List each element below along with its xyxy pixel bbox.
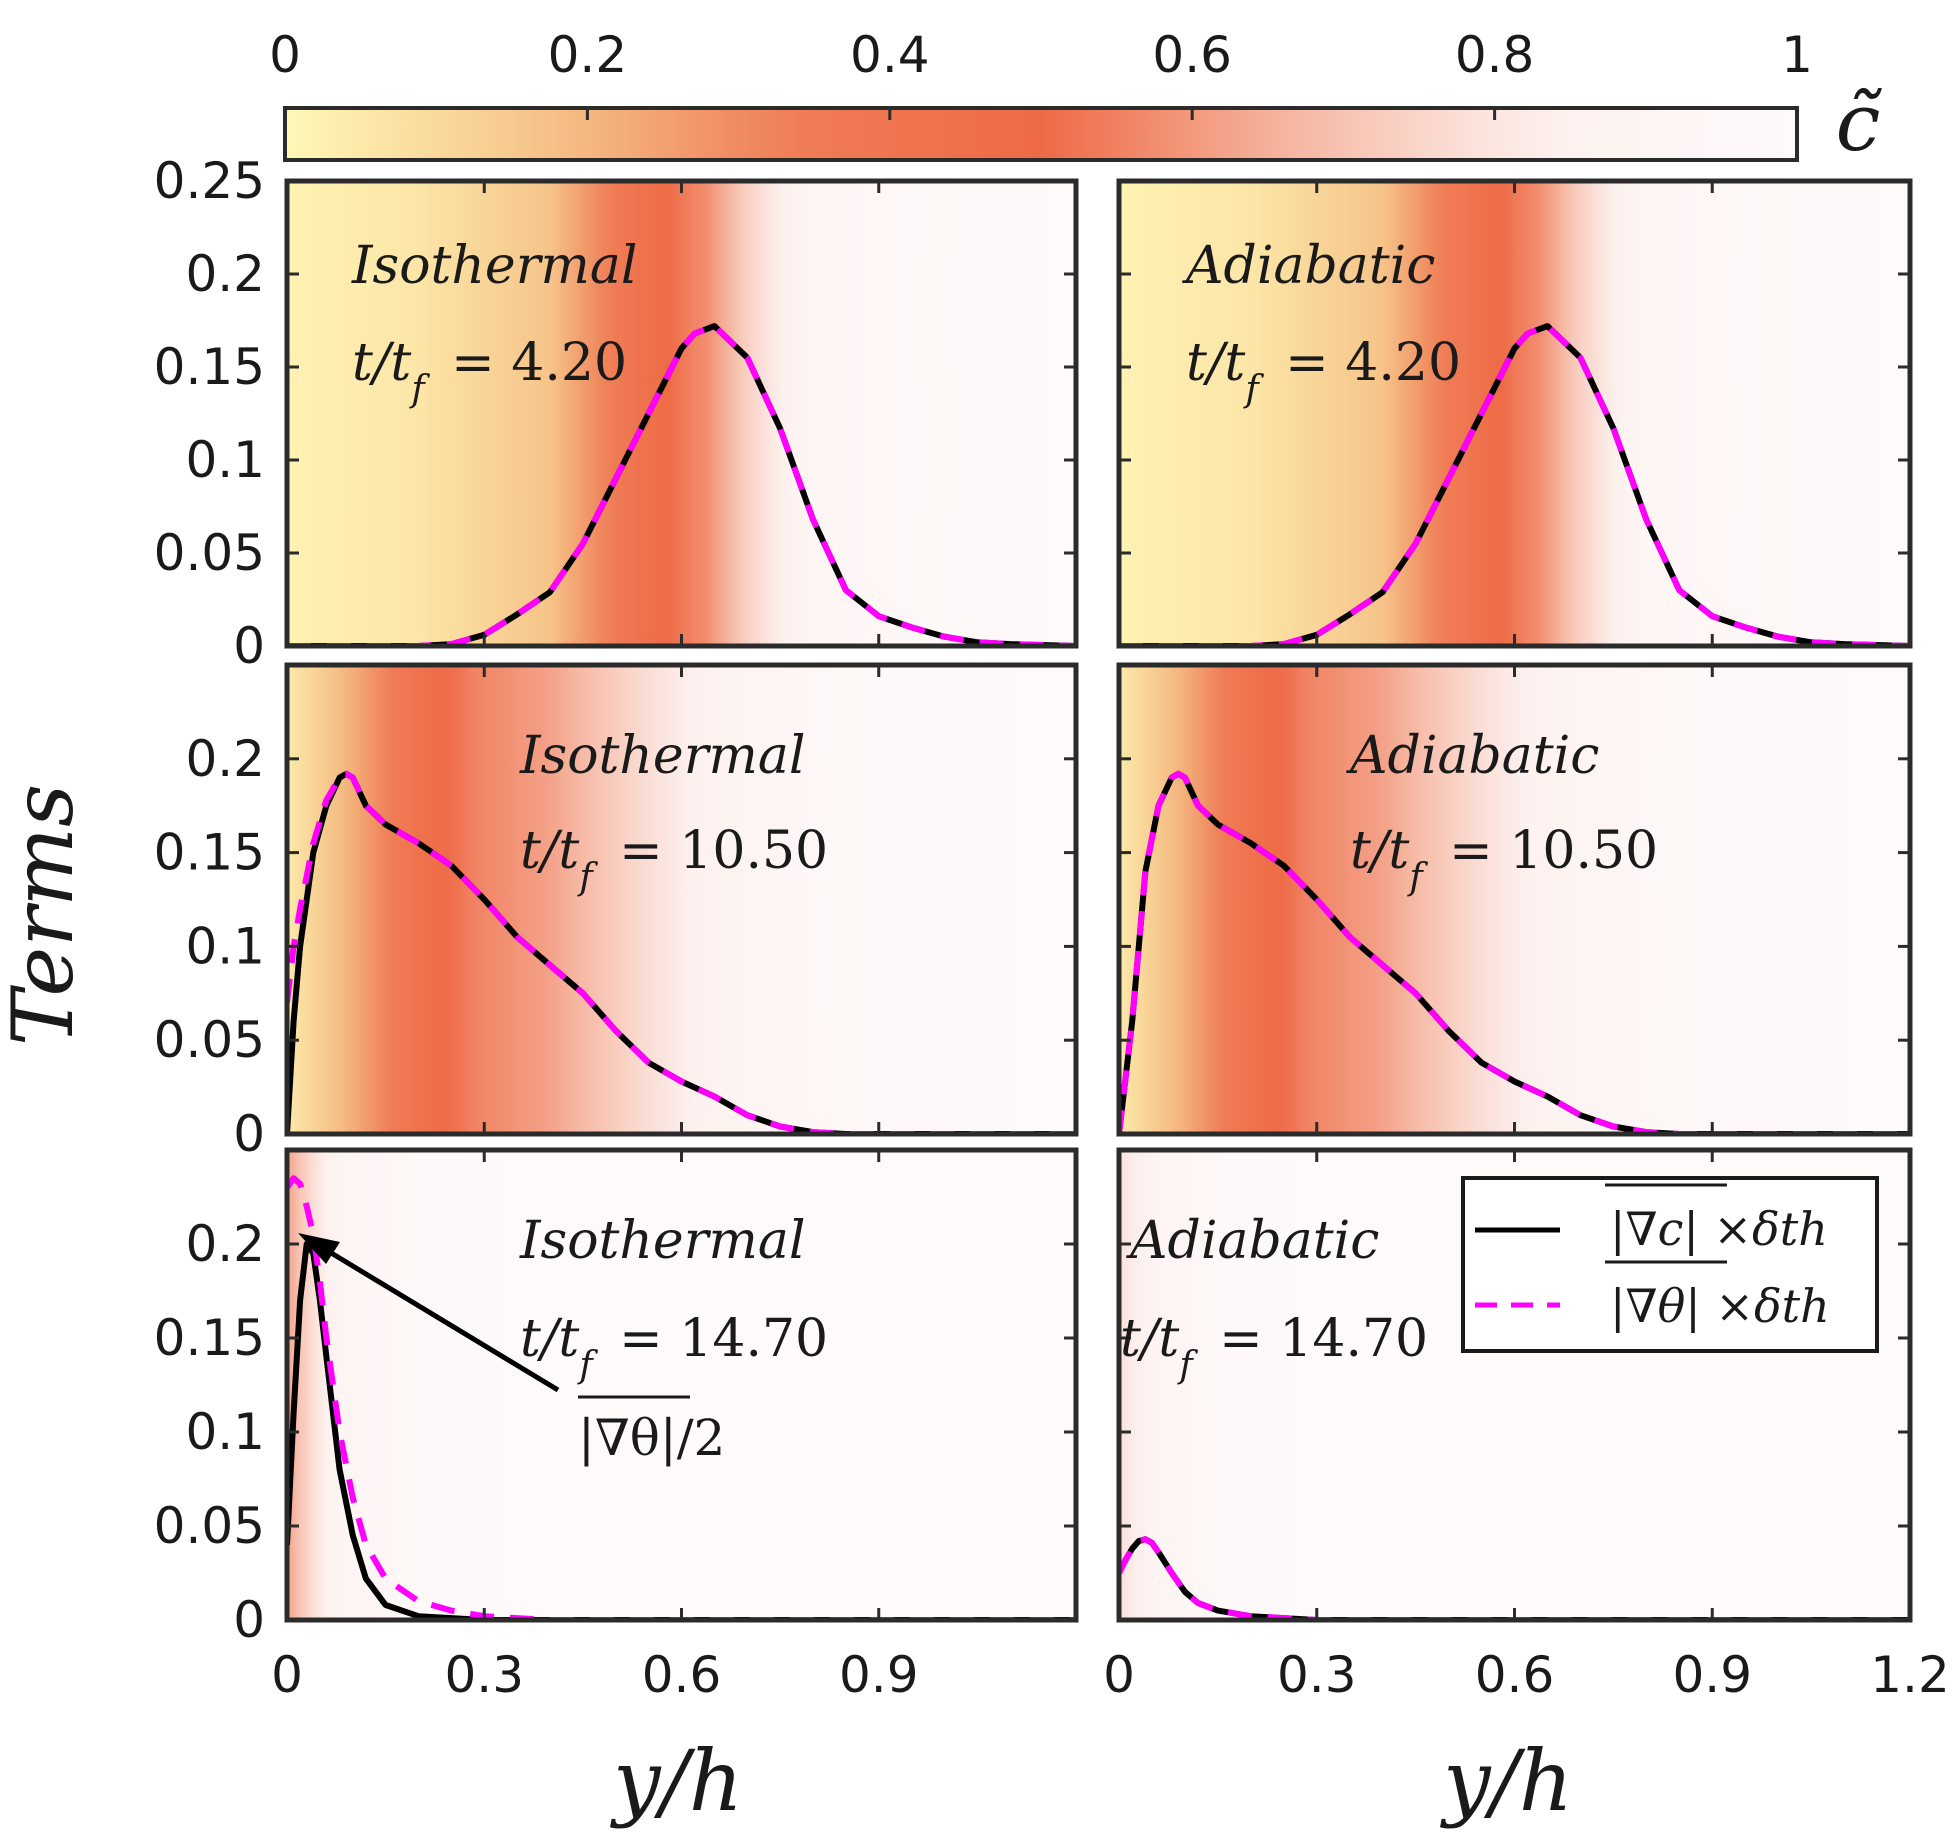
annotation: |∇θ|/2 [298,1233,725,1467]
panel-background [287,665,1076,1134]
series-grad-theta-line [1119,770,1910,1134]
x-tick-label: 0.9 [1672,1646,1752,1704]
y-tick-label: 0.15 [154,338,265,396]
colorbar-tick-label: 1 [1781,26,1813,84]
legend: |∇c| ×δth |∇θ| ×δth [1461,1176,1879,1353]
series-group [1119,323,1910,646]
legend-box [1461,1176,1879,1353]
y-tick-label: 0.05 [154,524,265,582]
colorbar-label: c̃ [1836,76,1883,169]
panel-background [1119,181,1910,646]
series-group [1119,770,1910,1134]
x-tick-label: 0.3 [1277,1646,1357,1704]
x-tick-label: 1.2 [1870,1646,1950,1704]
annotation-text: |∇θ|/2 [578,1409,725,1467]
y-tick-label: 0.1 [185,431,265,489]
panel-case-label: Adiabatic [1126,1211,1379,1271]
x-tick-label: 0.3 [444,1646,524,1704]
x-tick-label: 0 [271,1646,303,1704]
panel-case-label: Isothermal [519,1211,806,1271]
panel-case-label: Isothermal [519,726,806,786]
y-axis-title: Terms [0,784,92,1046]
series-grad-theta-line [287,323,1076,646]
panel-background [287,1150,1076,1620]
colorbar-gradient [283,106,1799,162]
colorbar: 0 0.2 0.4 0.6 0.8 1 c̃ [269,26,1882,169]
series-group [287,770,1076,1134]
y-tick-label: 0.25 [154,152,265,210]
colorbar-tick-label: 0 [269,26,301,84]
y-tick-label: 0.15 [154,1309,265,1367]
legend-label-grad-c: |∇c| ×δth [1610,1202,1828,1256]
annotation-arrow-shaft [316,1242,560,1393]
panel-background [1119,665,1910,1134]
series-group [1119,1536,1910,1620]
colorbar-tick-label: 0.4 [850,26,930,84]
series-group [287,323,1076,646]
x-tick-label: 0.9 [839,1646,919,1704]
x-tick-label: 0.6 [642,1646,722,1704]
colorbar-ticks: 0 0.2 0.4 0.6 0.8 1 [269,26,1813,120]
x-axis-title-right: y/h [1439,1732,1573,1830]
colorbar-tick-label: 0.8 [1455,26,1535,84]
x-axis-title-left: y/h [609,1732,743,1830]
legend-label-grad-theta: |∇θ| ×δth [1610,1279,1830,1333]
x-tick-label: 0 [1103,1646,1135,1704]
panel-case-label: Adiabatic [1346,726,1599,786]
panel-iso3: 00.050.10.150.20 0.3 0.6 0.9Isothermalt/tf … [154,1147,1079,1704]
y-tick-label: 0 [233,1105,265,1163]
y-tick-label: 0.1 [185,1403,265,1461]
y-tick-label: 0.2 [185,730,265,788]
panel-background [287,181,1076,646]
panel-case-label: Adiabatic [1182,236,1435,296]
panel-frame [284,1147,1079,1623]
panel-frame [1116,662,1913,1137]
series-grad-theta-line [287,770,1076,1134]
panel-frame [1116,1147,1913,1623]
series-grad-theta-line [1119,323,1910,646]
y-tick-label: 0.2 [185,245,265,303]
y-tick-label: 0.2 [185,1215,265,1273]
annotation-arrowhead [298,1233,340,1264]
y-tick-label: 0 [233,617,265,675]
panel-frame [284,662,1079,1137]
panel-case-label: Isothermal [351,236,638,296]
y-tick-label: 0.05 [154,1497,265,1555]
panel-frame [1116,178,1913,649]
y-tick-label: 0.15 [154,824,265,882]
x-tick-label: 0.6 [1475,1646,1555,1704]
colorbar-tick-label: 0.6 [1152,26,1232,84]
panel-frame [284,178,1079,649]
colorbar-tick-label: 0.2 [548,26,628,84]
y-tick-label: 0.1 [185,917,265,975]
y-tick-label: 0 [233,1591,265,1649]
y-tick-label: 0.05 [154,1011,265,1069]
series-grad-c-line [1119,1536,1910,1620]
